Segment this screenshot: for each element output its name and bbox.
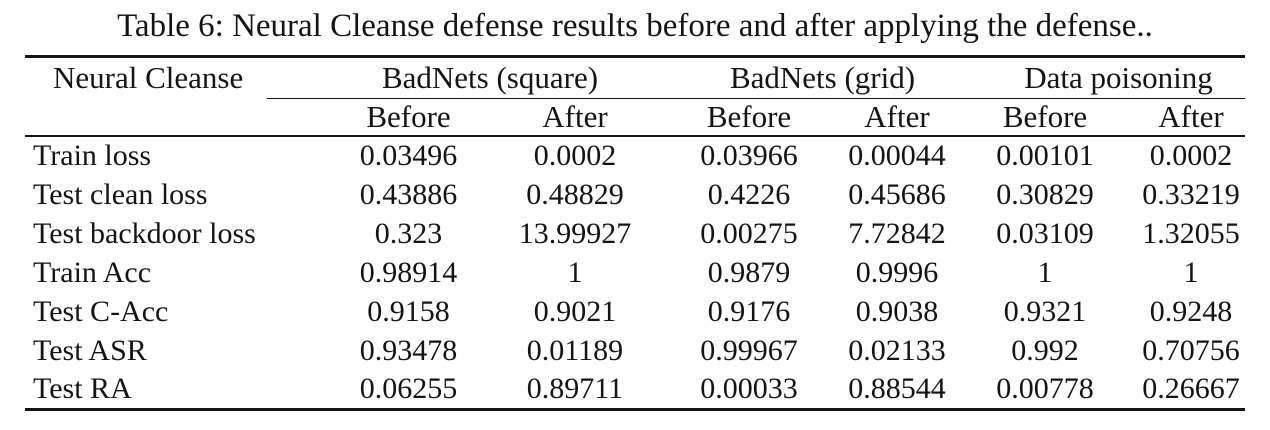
subheader-before-poisoning: Before — [971, 98, 1119, 137]
value-cell: 0.06255 — [267, 370, 490, 411]
subheader-before-square: Before — [267, 98, 490, 137]
table-body: Train loss 0.03496 0.0002 0.03966 0.00044 0.0… — [25, 136, 1245, 411]
table-row: Test clean loss 0.43886 0.48829 0.4226 0.456… — [25, 175, 1245, 214]
table-row: Test ASR 0.93478 0.01189 0.99967 0.02133 0.99… — [25, 331, 1245, 370]
value-cell: 0.00275 — [700, 216, 798, 250]
value-cell: 0.88544 — [823, 370, 971, 411]
subheader-before-grid: Before — [660, 98, 823, 137]
row-label: Train loss — [33, 139, 152, 172]
value-cell: 1.32055 — [1142, 216, 1240, 250]
value-cell: 0.45686 — [848, 177, 946, 211]
value-cell: 0.98914 — [359, 255, 458, 289]
group-header-badnets-square: BadNets (square) — [267, 55, 660, 99]
row-label: Test ASR — [33, 333, 147, 367]
value-cell: 0.9038 — [855, 294, 939, 328]
subheader-empty — [25, 98, 267, 137]
table-row: Test C-Acc 0.9158 0.9021 0.9176 0.9038 0.9321… — [25, 292, 1245, 331]
value-cell: 0.4226 — [707, 177, 791, 211]
value-cell: 0.03109 — [996, 216, 1094, 250]
value-cell: 0.89711 — [490, 370, 660, 411]
value-cell: 0.30829 — [996, 177, 1094, 211]
value-cell: 0.02133 — [848, 333, 946, 367]
table-row: Train Acc 0.98914 1 0.9879 0.9996 1 1 — [25, 253, 1245, 292]
value-cell: 0.9248 — [1149, 294, 1233, 328]
table-row: Test RA 0.06255 0.89711 0.00033 0.88544 0.007… — [25, 370, 1245, 411]
value-cell: 1 — [567, 255, 583, 289]
row-label: Test clean loss — [33, 177, 208, 211]
value-cell: 7.72842 — [848, 216, 946, 250]
subheader-row: Before After Before After Before After — [25, 98, 1245, 137]
value-cell: 0.9996 — [855, 255, 939, 289]
value-cell: 0.9021 — [533, 294, 617, 328]
value-cell: 1 — [1183, 255, 1199, 289]
corner-header: Neural Cleanse — [25, 55, 267, 99]
value-cell: 0.03966 — [700, 139, 798, 172]
value-cell: 0.00101 — [996, 139, 1094, 172]
value-cell: 0.48829 — [526, 177, 624, 211]
value-cell: 0.0002 — [533, 139, 617, 172]
group-header-badnets-grid: BadNets (grid) — [660, 55, 971, 99]
value-cell: 0.33219 — [1142, 177, 1240, 211]
value-cell: 0.9176 — [707, 294, 791, 328]
row-label: Test C-Acc — [33, 294, 169, 328]
results-table: Neural Cleanse BadNets (square) BadNets … — [25, 55, 1245, 411]
value-cell: 13.99927 — [518, 216, 632, 250]
subheader-after-grid: After — [823, 98, 971, 137]
value-cell: 0.9879 — [707, 255, 791, 289]
table-row: Train loss 0.03496 0.0002 0.03966 0.00044 0.0… — [25, 136, 1245, 175]
subheader-after-square: After — [490, 98, 660, 137]
value-cell: 1 — [1037, 255, 1053, 289]
table-caption: Table 6: Neural Cleanse defense results … — [117, 8, 1153, 44]
row-label: Test RA — [25, 370, 267, 411]
value-cell: 0.01189 — [526, 333, 624, 367]
value-cell: 0.9321 — [1003, 294, 1087, 328]
value-cell: 0.26667 — [1119, 370, 1245, 411]
value-cell: 0.00033 — [660, 370, 823, 411]
subheader-after-poisoning: After — [1119, 98, 1245, 137]
value-cell: 0.323 — [374, 216, 443, 250]
value-cell: 0.99967 — [700, 333, 798, 367]
value-cell: 0.0002 — [1149, 139, 1233, 172]
row-label: Test backdoor loss — [33, 216, 256, 250]
value-cell: 0.00778 — [971, 370, 1119, 411]
row-label: Train Acc — [33, 255, 152, 289]
value-cell: 0.00044 — [848, 139, 946, 172]
value-cell: 0.43886 — [359, 177, 458, 211]
group-header-data-poisoning: Data poisoning — [971, 55, 1245, 99]
value-cell: 0.9158 — [367, 294, 450, 328]
value-cell: 0.992 — [1011, 333, 1079, 367]
group-header-row: Neural Cleanse BadNets (square) BadNets … — [25, 55, 1245, 99]
value-cell: 0.70756 — [1142, 333, 1240, 367]
value-cell: 0.03496 — [359, 139, 458, 172]
value-cell: 0.93478 — [359, 333, 458, 367]
table-row: Test backdoor loss 0.323 13.99927 0.00275 7.… — [25, 214, 1245, 253]
